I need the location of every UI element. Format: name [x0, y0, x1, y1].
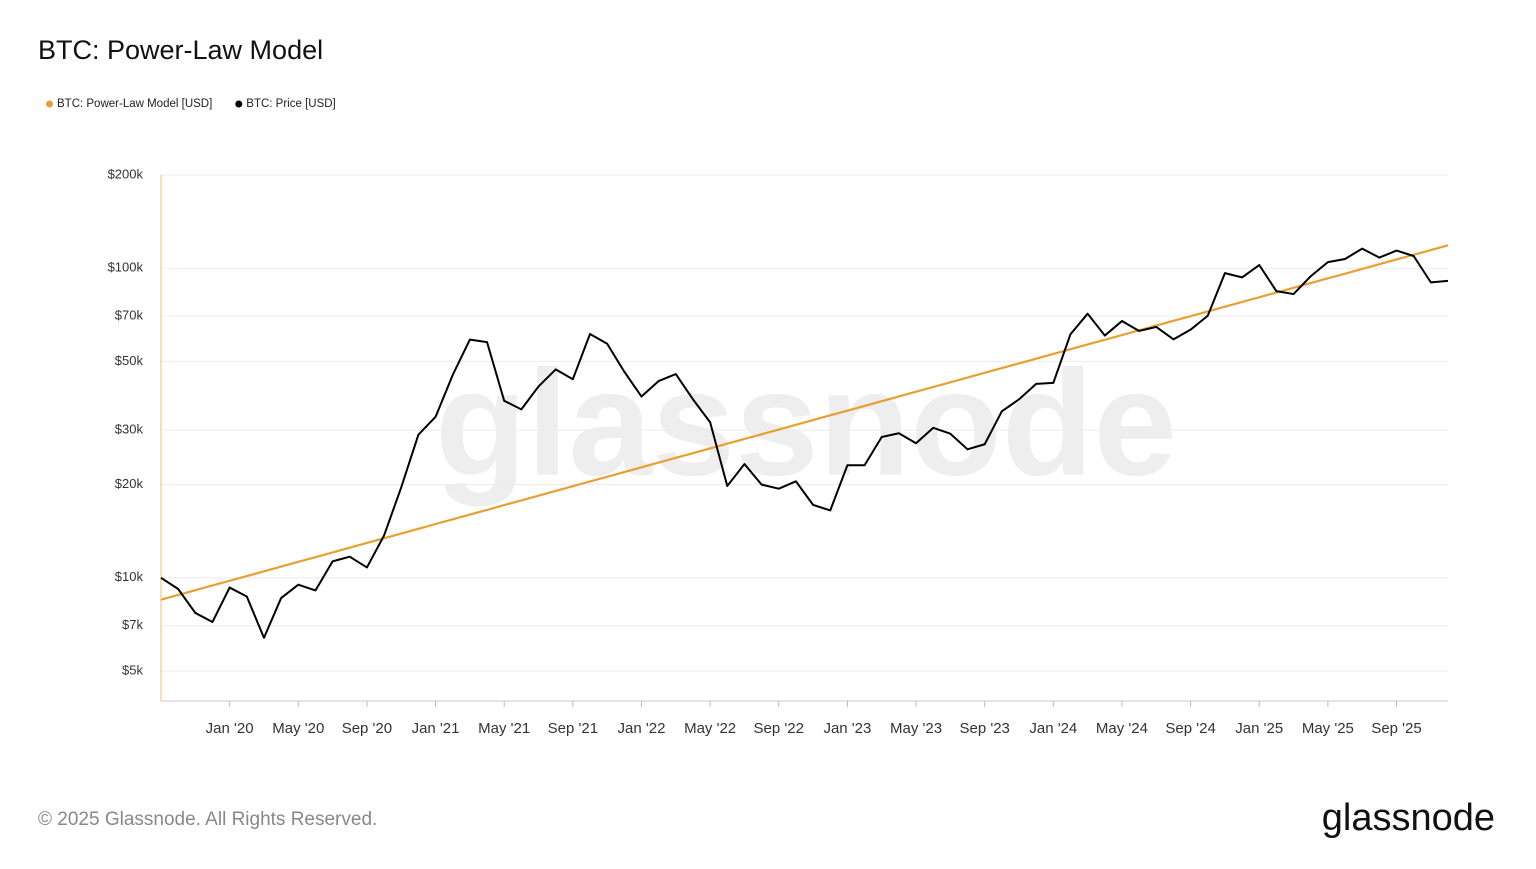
x-tick-label: Sep '21	[548, 720, 598, 737]
x-tick-label: May '20	[272, 720, 324, 737]
y-tick-label: $7k	[122, 617, 143, 632]
x-tick-label: Jan '23	[823, 720, 871, 737]
y-tick-label: $10k	[115, 569, 144, 584]
x-tick-label: May '21	[478, 720, 530, 737]
x-tick-label: May '25	[1302, 720, 1354, 737]
x-tick-label: May '22	[684, 720, 736, 737]
y-tick-label: $20k	[115, 476, 144, 491]
x-tick-label: Sep '24	[1165, 720, 1215, 737]
x-tick-label: Sep '22	[754, 720, 804, 737]
x-tick-label: May '24	[1096, 720, 1148, 737]
y-tick-label: $30k	[115, 422, 144, 437]
series-line	[160, 247, 1449, 639]
copyright: © 2025 Glassnode. All Rights Reserved.	[38, 809, 377, 830]
y-tick-label: $100k	[108, 260, 144, 275]
chart-title: BTC: Power-Law Model	[38, 35, 323, 65]
legend-marker	[235, 100, 243, 108]
series-line	[160, 244, 1449, 601]
legend-label: BTC: Price [USD]	[246, 98, 335, 110]
y-tick-label: $200k	[108, 166, 144, 181]
x-tick-label: Jan '21	[412, 720, 460, 737]
x-tick-label: Sep '23	[959, 720, 1009, 737]
legend-label: BTC: Power-Law Model [USD]	[57, 98, 212, 110]
x-tick-label: May '23	[890, 720, 942, 737]
x-tick-label: Jan '22	[618, 720, 666, 737]
brand-logo: glassnode	[1322, 797, 1495, 839]
x-tick-label: Sep '20	[342, 720, 392, 737]
y-tick-label: $5k	[122, 662, 143, 677]
legend-marker	[46, 100, 53, 108]
y-tick-label: $50k	[115, 353, 144, 368]
y-tick-label: $70k	[115, 308, 144, 323]
x-tick-label: Jan '24	[1029, 720, 1077, 737]
x-tick-label: Jan '25	[1235, 720, 1283, 737]
x-tick-label: Jan '20	[206, 720, 254, 737]
x-tick-label: Sep '25	[1371, 720, 1421, 737]
